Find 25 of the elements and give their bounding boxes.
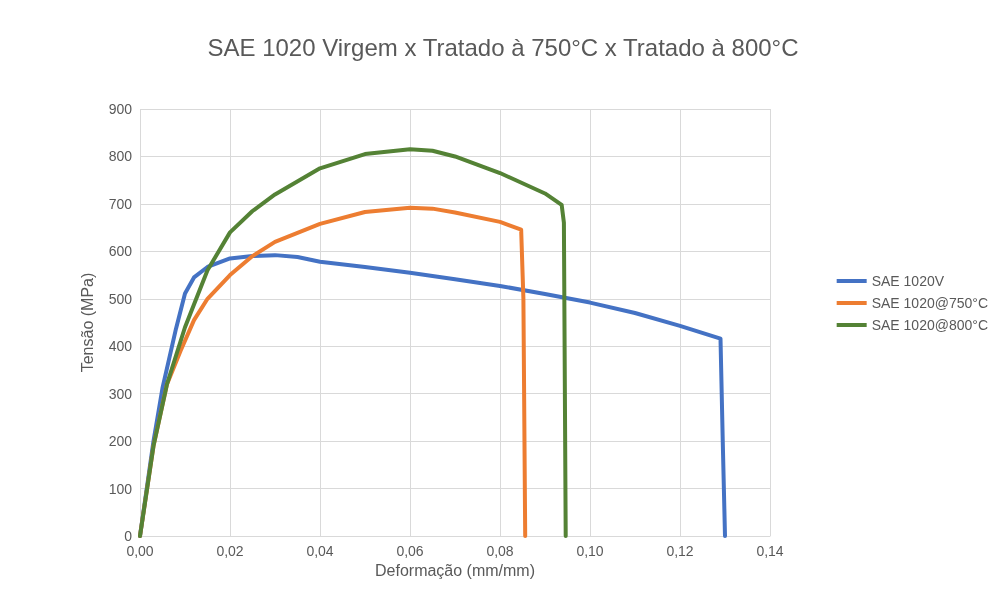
y-tick-label: 200 <box>108 433 133 450</box>
legend-label: SAE 1020@750°C <box>871 295 988 311</box>
x-tick-label: 0,00 <box>126 543 154 559</box>
legend-label: SAE 1020@800°C <box>871 317 988 333</box>
y-tick-label: 100 <box>108 480 133 497</box>
y-tick-label: 900 <box>108 101 133 117</box>
y-axis-title: Tensão (MPa) <box>78 272 96 373</box>
x-tick-label: 0,12 <box>666 543 694 559</box>
y-tick-label: 0 <box>124 528 133 544</box>
y-tick-label: 800 <box>108 148 133 165</box>
y-tick-label: 600 <box>108 243 133 260</box>
x-tick-label: 0,10 <box>576 543 604 559</box>
y-tick-label: 700 <box>108 195 133 212</box>
y-tick-label: 400 <box>108 338 133 355</box>
x-tick-label: 0,02 <box>216 543 244 559</box>
chart-title: SAE 1020 Virgem x Tratado à 750°C x Tratado à 800°C <box>207 33 799 61</box>
line-series <box>138 147 568 538</box>
x-tick-label: 0,04 <box>306 543 334 559</box>
y-tick-label: 300 <box>108 385 133 402</box>
legend-label: SAE 1020V <box>871 273 945 289</box>
x-axis-title: Deformação (mm/mm) <box>374 562 536 580</box>
x-tick-label: 0,06 <box>396 543 424 559</box>
x-tick-label: 0,14 <box>756 543 784 559</box>
x-tick-label: 0,08 <box>486 543 514 559</box>
y-tick-label: 500 <box>108 290 133 307</box>
